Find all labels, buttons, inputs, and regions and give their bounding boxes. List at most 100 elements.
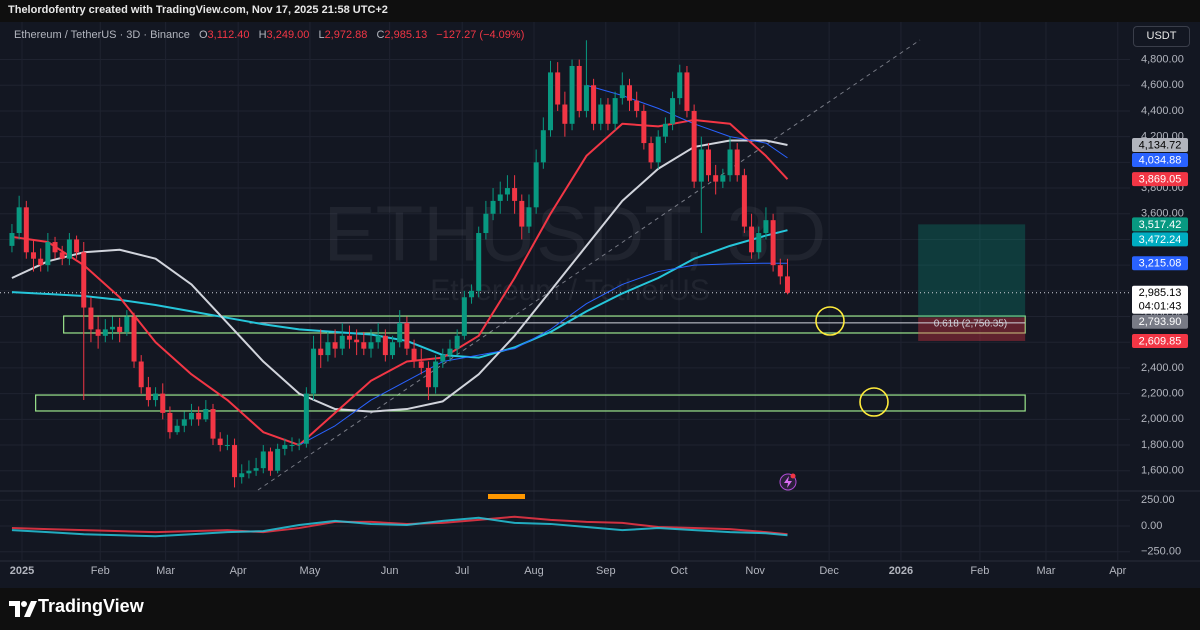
candle-body — [275, 448, 281, 471]
ohlc-key: H — [258, 29, 267, 41]
candle-body — [375, 335, 381, 343]
candle-body — [16, 207, 22, 234]
price-label: 2,793.90 — [1139, 316, 1182, 328]
y-tick-label: 3,600.00 — [1141, 208, 1184, 220]
candle-body — [612, 98, 618, 124]
candle-body — [339, 335, 345, 349]
candle-body — [533, 162, 539, 208]
x-tick-label: Feb — [970, 565, 989, 577]
candle-body — [727, 149, 733, 176]
x-tick-label: 2026 — [889, 565, 913, 577]
candle-body — [684, 72, 690, 111]
candle-body — [555, 72, 561, 105]
candle-body — [519, 200, 525, 227]
candle-body — [662, 123, 668, 137]
candle-body — [88, 307, 94, 330]
candle-body — [583, 85, 589, 111]
candle-body — [354, 339, 360, 343]
event-dot — [790, 473, 796, 479]
price-label: 2,985.13 — [1139, 287, 1182, 299]
x-tick-label: Feb — [91, 565, 110, 577]
ohlc-value: 3,112.40 — [207, 29, 250, 41]
candle-body — [763, 220, 769, 234]
candle-body — [655, 136, 661, 163]
candle-body — [74, 239, 80, 253]
candle-body — [138, 361, 144, 388]
candle-body — [30, 252, 36, 259]
candle-body — [512, 188, 518, 201]
candle-body — [741, 175, 747, 227]
price-label: 2,609.85 — [1139, 335, 1182, 347]
candle-body — [562, 104, 568, 124]
x-tick-label: Apr — [1109, 565, 1126, 577]
candle-body — [670, 98, 676, 124]
x-tick-label: Jul — [455, 565, 469, 577]
candle-body — [368, 342, 374, 349]
candle-body — [749, 226, 755, 253]
candle-body — [224, 445, 230, 447]
indicator-tick-label: −250.00 — [1141, 546, 1181, 558]
price-label: 3,472.24 — [1139, 234, 1182, 246]
moving-average — [298, 262, 788, 446]
candle-body — [303, 393, 309, 444]
candle-body — [576, 65, 582, 111]
position-target — [918, 224, 1026, 318]
y-tick-label: 4,400.00 — [1141, 105, 1184, 117]
price-label-box — [1132, 314, 1188, 329]
watermark-description: Ethereum / TetherUS — [430, 274, 710, 307]
candle-body — [619, 85, 625, 99]
candle-body — [784, 276, 790, 293]
ohlc-value: 2,972.88 — [324, 29, 368, 41]
fib-label: 0.618 (2,750.35) — [934, 319, 1007, 330]
candle-body — [540, 130, 546, 163]
price-label-box — [1132, 138, 1188, 153]
ohlc-value: 2,985.13 — [384, 29, 428, 41]
support-zone — [35, 394, 1026, 412]
candle-body — [260, 451, 266, 469]
currency-button[interactable]: USDT — [1133, 26, 1190, 47]
logo-text: TradingView — [38, 596, 144, 616]
candle-body — [174, 425, 180, 433]
candle-body — [332, 342, 338, 349]
candle-body — [131, 316, 137, 362]
chart: ETHUSDT, 3D Ethereum / TetherUS 0.618 (2… — [0, 22, 1200, 588]
candle-body — [591, 85, 597, 124]
candle-body — [81, 252, 87, 308]
candle-body — [124, 316, 130, 332]
ohlc-key: C — [376, 29, 385, 41]
candle-body — [713, 175, 719, 182]
x-tick-label: Dec — [819, 565, 839, 577]
candle-body — [411, 348, 417, 362]
candle-body — [648, 143, 654, 163]
candle-body — [605, 104, 611, 124]
price-label-box — [1132, 153, 1188, 168]
price-label-box — [1132, 217, 1188, 232]
candle-body — [770, 220, 776, 266]
candle-body — [217, 438, 223, 446]
indicator-tick-label: 0.00 — [1141, 520, 1162, 532]
y-tick-label: 1,800.00 — [1141, 439, 1184, 451]
indicator-line — [11, 515, 788, 536]
candle-body — [66, 239, 72, 259]
price-label-box — [1132, 285, 1188, 314]
candle-body — [476, 233, 482, 291]
candle-body — [433, 361, 439, 388]
indicator-tick-label: 250.00 — [1141, 494, 1175, 506]
legend: Ethereum / TetherUS · 3D · Binance O3,11… — [14, 29, 524, 41]
candle-body — [52, 242, 58, 253]
x-tick-label: Mar — [1037, 565, 1056, 577]
candle-body — [232, 445, 238, 478]
x-tick-label: May — [300, 565, 321, 577]
candle-body — [153, 393, 159, 401]
candle-body — [756, 233, 762, 253]
candle-body — [267, 451, 273, 471]
candle-body — [361, 342, 367, 349]
candle-body — [167, 412, 173, 433]
candle-body — [720, 175, 726, 182]
candle-body — [626, 85, 632, 101]
x-tick-label: Apr — [230, 565, 247, 577]
candle-body — [425, 367, 431, 388]
price-label: 4,034.88 — [1139, 154, 1182, 166]
highlight-circle — [815, 306, 845, 336]
